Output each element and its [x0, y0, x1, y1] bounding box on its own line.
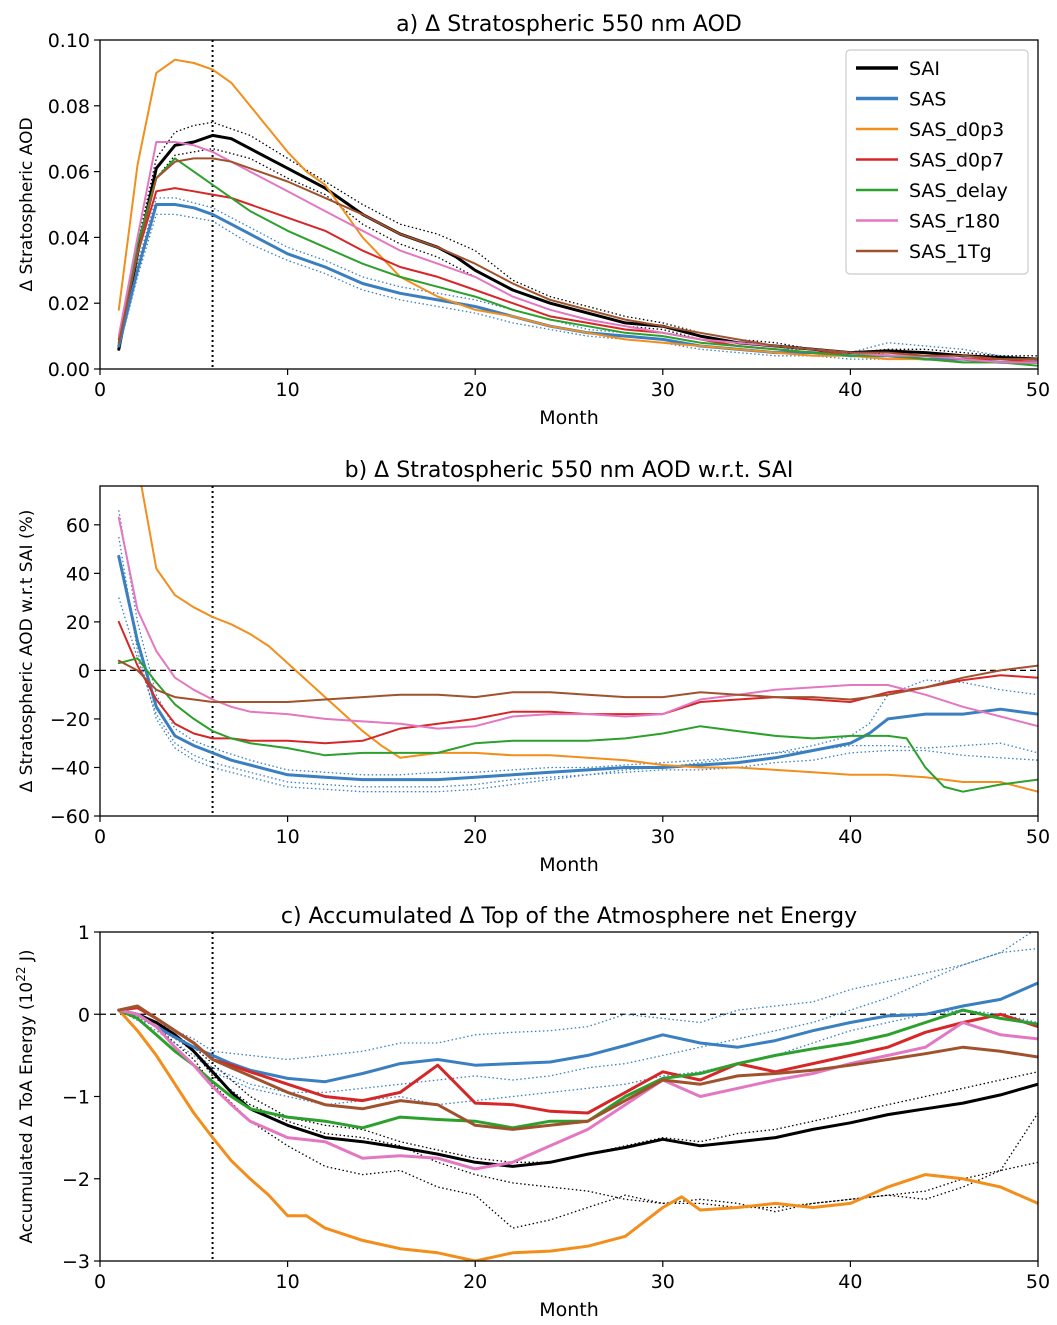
y-tick-label: 0.08 — [48, 96, 90, 118]
y-tick-label: −2 — [62, 1169, 90, 1191]
x-axis-label: Month — [539, 407, 599, 429]
legend-label-sas-delay: SAS_delay — [909, 180, 1008, 202]
series-line-sas-1tg — [117, 659, 1038, 703]
plot-frame — [99, 39, 1039, 370]
x-tick-label: 10 — [276, 1271, 300, 1293]
plot-area — [117, 40, 1038, 369]
ensemble-member-line — [118, 536, 1038, 793]
y-tick-label: 0.04 — [48, 227, 90, 249]
y-tick-label: 0.00 — [48, 359, 90, 381]
ensemble-member-line — [118, 1009, 1038, 1209]
x-axis-label: Month — [539, 1299, 599, 1321]
ensemble-member-line — [118, 597, 1038, 788]
x-tick-label: 30 — [651, 379, 675, 401]
ensemble-member-line — [118, 1009, 1038, 1106]
series-line-sas-delay — [117, 157, 1038, 367]
legend-label-sas-1tg: SAS_1Tg — [909, 241, 992, 263]
x-tick-label: 30 — [651, 1271, 675, 1293]
y-tick-label: 1 — [78, 922, 90, 944]
legend-label-sas: SAS — [909, 89, 946, 111]
ensemble-member-line — [118, 947, 1038, 1094]
series-line-sas-1tg — [117, 1004, 1038, 1131]
legend-label-sai: SAI — [909, 58, 940, 80]
y-axis-label-main: Accumulated Δ ToA Energy (10 — [17, 982, 37, 1244]
panel-a: a) Δ Stratospheric 550 nm AOD 0 10 20 30 40 50… — [17, 12, 1050, 429]
y-tick-label: 0 — [78, 1004, 90, 1026]
panel-c: c) Accumulated Δ Top of the Atmosphere n… — [14, 904, 1050, 1321]
x-tick-label: 10 — [276, 379, 300, 401]
y-tick-label: 20 — [66, 612, 90, 634]
x-tick-label: 20 — [463, 379, 487, 401]
x-tick-label: 50 — [1026, 826, 1050, 848]
legend-box — [845, 49, 1029, 275]
panel-title: b) Δ Stratospheric 550 nm AOD w.r.t. SAI — [345, 458, 794, 483]
ensemble-member-line — [118, 510, 1038, 776]
series-line-sas-d0p7 — [117, 620, 1038, 745]
x-tick-label: 20 — [463, 826, 487, 848]
panel-title: c) Accumulated Δ Top of the Atmosphere n… — [281, 904, 857, 929]
legend-label-sas-r180: SAS_r180 — [909, 211, 1000, 233]
x-tick-label: 20 — [463, 1271, 487, 1293]
series-line-sas-r180 — [117, 516, 1038, 730]
ensemble-member-line — [118, 213, 1038, 367]
x-tick-label: 50 — [1026, 1271, 1050, 1293]
x-tick-label: 40 — [838, 1271, 862, 1293]
y-axis-label-main: Δ Stratospheric AOD — [17, 117, 37, 291]
ensemble-member-line — [118, 932, 1033, 1061]
legend-label-sas-d0p3: SAS_d0p3 — [909, 119, 1004, 141]
y-tick-label: 40 — [66, 563, 90, 585]
y-tick-label: −1 — [62, 1087, 90, 1109]
x-tick-label: 40 — [838, 379, 862, 401]
ensemble-member-line — [118, 147, 1038, 360]
series-line-sas-d0p3 — [117, 1008, 1038, 1261]
y-axis-label: Accumulated Δ ToA Energy (1022 J) — [14, 949, 37, 1243]
legend: SAI SAS SAS_d0p3 SAS_d0p7 SAS_delay SAS_r180 S… — [845, 49, 1029, 275]
series-line-sas-d0p3 — [140, 486, 1038, 793]
legend-label-sas-d0p7: SAS_d0p7 — [909, 150, 1004, 172]
x-tick-label: 0 — [94, 379, 106, 401]
plot-area — [100, 932, 1038, 1261]
y-axis-label-exponent: 22 — [14, 967, 28, 982]
plot-area — [100, 486, 1038, 816]
series-line-sas-delay — [117, 657, 1038, 793]
panel-title: a) Δ Stratospheric 550 nm AOD — [396, 12, 742, 37]
x-tick-label: 0 — [94, 826, 106, 848]
y-tick-label: 0.06 — [48, 162, 90, 184]
x-tick-label: 50 — [1026, 379, 1050, 401]
y-tick-label: −40 — [50, 757, 90, 779]
y-tick-label: 60 — [66, 515, 90, 537]
y-tick-label: −60 — [50, 806, 90, 828]
y-tick-label: −20 — [50, 709, 90, 731]
x-tick-label: 10 — [276, 826, 300, 848]
y-tick-label: 0 — [78, 660, 90, 682]
series-line-sai — [117, 1008, 1038, 1168]
y-tick-label: 0.02 — [48, 293, 90, 315]
series-line-sas — [117, 554, 1038, 782]
series-line-sas-1tg — [117, 157, 1038, 361]
plot-frame — [99, 485, 1039, 817]
x-axis-label: Month — [539, 854, 599, 876]
series-line-sas-delay — [117, 1008, 1038, 1130]
y-tick-label: −3 — [62, 1251, 90, 1273]
x-tick-label: 0 — [94, 1271, 106, 1293]
series-line-sas-d0p7 — [117, 1006, 1038, 1115]
y-axis-label-unit: J) — [17, 949, 37, 966]
x-tick-label: 40 — [838, 826, 862, 848]
y-axis-label: Δ Stratospheric AOD — [17, 117, 37, 291]
series-line-sas-r180 — [117, 141, 1038, 364]
y-axis-label-main: Δ Stratospheric AOD w.r.t SAI (%) — [17, 510, 37, 793]
series-line-sas-d0p3 — [117, 58, 1038, 364]
plot-frame — [99, 931, 1039, 1262]
ensemble-member-line — [118, 1009, 1038, 1163]
ensemble-member-line — [118, 1009, 1038, 1229]
x-tick-label: 30 — [651, 826, 675, 848]
y-tick-label: 0.10 — [48, 30, 90, 52]
panel-b: b) Δ Stratospheric 550 nm AOD w.r.t. SAI… — [17, 458, 1050, 876]
series-line-sas-r180 — [117, 1008, 1038, 1171]
y-axis-label: Δ Stratospheric AOD w.r.t SAI (%) — [17, 510, 37, 793]
